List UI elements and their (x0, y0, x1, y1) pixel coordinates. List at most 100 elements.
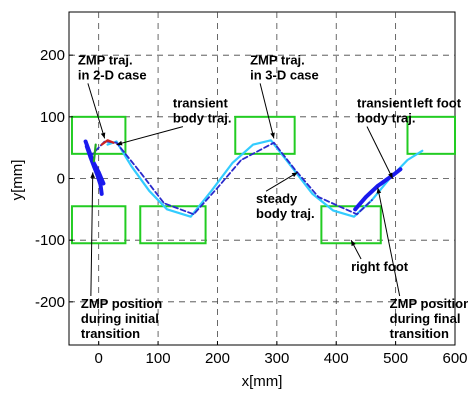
footprint-0 (70, 115, 127, 155)
series-0-point-13 (353, 216, 355, 218)
annotation-arrow-3 (366, 126, 394, 179)
annotation-arrow-5 (265, 171, 298, 192)
series-2-point-5 (99, 192, 104, 196)
annotation-4-line-0: left foot (413, 96, 461, 111)
series-group (83, 139, 424, 218)
annotation-5-line-1: body traj. (256, 206, 315, 221)
annotation-arrowhead-7 (90, 172, 96, 178)
annotation-arrowhead-3 (388, 172, 393, 179)
x-axis-label: x[mm] (242, 373, 283, 390)
tick-labels: 0 100 200 300 400 500 600 -200 -100 0 100 200 (35, 47, 468, 367)
annotation-arrow-8 (377, 187, 401, 297)
series-1-point-11 (356, 213, 358, 215)
series-1-point-6 (216, 187, 219, 189)
annotation-8-line-2: transition (390, 326, 449, 341)
annotation-2-line-0: ZMP traj. (250, 52, 305, 67)
annotation-4: left foot (413, 96, 461, 111)
annotation-5: steady body traj. (256, 191, 315, 221)
annotation-6-line-0: right foot (351, 259, 409, 274)
y-axis-label: y[mm] (9, 160, 26, 201)
series-0-point-6 (210, 190, 213, 192)
annotation-arrow-0 (87, 83, 106, 139)
series-1-point-8 (273, 142, 275, 144)
series-0-point-0 (107, 143, 109, 146)
annotation-7-line-1: during initial (81, 311, 159, 326)
y-tick-label-4: 200 (40, 47, 65, 64)
annotation-1: transient body traj. (173, 96, 232, 126)
x-tick-label-1: 100 (146, 350, 171, 367)
series-line-0 (106, 139, 424, 218)
series-0-point-11 (311, 193, 314, 195)
series-0-point-8 (252, 143, 254, 146)
series-line-6 (92, 143, 97, 163)
series-1-point-3 (139, 171, 141, 173)
annotation-arrowhead-6 (351, 240, 356, 247)
annotation-arrowhead-0 (100, 132, 106, 139)
series-6-point-1 (95, 143, 97, 146)
series-line-3 (83, 139, 106, 186)
footprint-4 (320, 205, 382, 245)
series-0-point-2 (130, 165, 132, 167)
series-4-point-0 (353, 207, 358, 212)
annotation-arrow-2 (259, 83, 275, 139)
series-0-point-12 (332, 209, 334, 212)
series-4-point-1 (364, 195, 368, 199)
series-2-point-4 (98, 182, 103, 187)
footprint-1 (70, 205, 127, 245)
x-tick-label-3: 300 (264, 350, 289, 367)
y-tick-label-1: -100 (35, 232, 65, 249)
annotation-7: ZMP position during initial transition (81, 296, 162, 341)
annotation-8-line-0: ZMP position (390, 296, 468, 311)
annotation-arrow-1 (116, 126, 184, 146)
x-tick-label-6: 600 (442, 350, 467, 367)
annotation-5-line-0: steady (256, 191, 298, 206)
series-1-point-12 (371, 199, 373, 201)
annotation-1-line-1: body traj. (173, 111, 232, 126)
annotation-6: right foot (351, 259, 409, 274)
footprint-3 (234, 115, 296, 155)
annotation-2-line-1: in 3-D case (250, 67, 319, 82)
series-6-point-0 (93, 160, 95, 162)
y-tick-label-3: 100 (40, 109, 65, 126)
series-0-point-17 (421, 150, 423, 152)
annotation-arrowhead-1 (116, 140, 123, 146)
series-0-point-16 (406, 159, 409, 161)
series-4-point-4 (398, 167, 403, 172)
annotation-8: ZMP position during final transition (390, 296, 468, 341)
series-4-point-2 (376, 184, 380, 188)
annotation-3-line-1: body traj. (357, 111, 416, 126)
annotation-3: transient body traj. (357, 96, 416, 126)
annotation-3-line-0: transient (357, 96, 413, 111)
series-1-point-7 (240, 159, 242, 161)
x-tick-label-4: 400 (324, 350, 349, 367)
y-tick-label-0: -200 (35, 294, 65, 311)
annotation-arrowhead-5 (291, 172, 298, 178)
series-0-point-7 (231, 162, 233, 164)
series-1-point-10 (317, 196, 320, 198)
series-5-point-2 (112, 142, 115, 144)
series-1-point-9 (294, 168, 296, 170)
series-0-point-4 (166, 208, 168, 210)
series-1-point-2 (115, 142, 118, 144)
annotation-7-line-0: ZMP position (81, 296, 162, 311)
annotation-8-line-1: during final (390, 311, 461, 326)
annotation-1-line-0: transient (173, 96, 229, 111)
x-tick-label-5: 500 (383, 350, 408, 367)
series-5-point-1 (107, 139, 109, 141)
y-tick-label-2: 0 (57, 171, 65, 188)
annotation-7-line-2: transition (81, 326, 140, 341)
annotation-arrowhead-8 (376, 187, 382, 194)
x-tick-label-0: 0 (95, 350, 103, 367)
series-3-point-2 (96, 170, 101, 175)
series-0-point-9 (270, 139, 272, 141)
series-1-point-4 (163, 202, 165, 204)
series-3-point-3 (101, 181, 106, 186)
annotation-0-line-1: in 2-D case (78, 67, 147, 82)
series-0-point-5 (190, 216, 192, 218)
series-3-point-0 (83, 139, 88, 144)
footprint-5 (406, 115, 456, 155)
series-5-point-0 (101, 143, 103, 146)
annotation-arrow-7 (90, 172, 94, 297)
